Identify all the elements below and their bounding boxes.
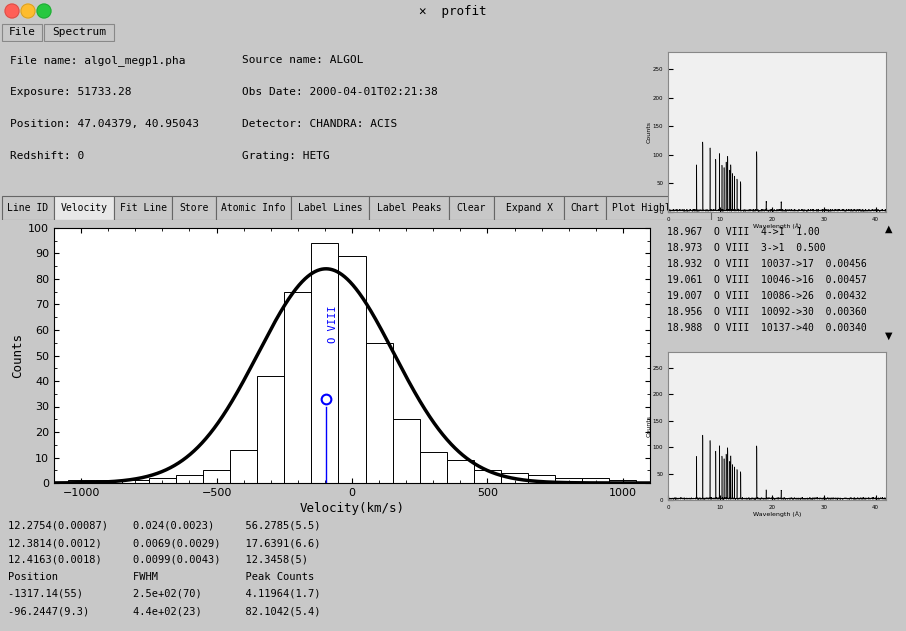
Bar <box>564 196 606 220</box>
Text: 12.3814(0.0012)     0.0069(0.0029)    17.6391(6.6): 12.3814(0.0012) 0.0069(0.0029) 17.6391(6… <box>8 538 321 548</box>
Circle shape <box>37 4 51 18</box>
Text: ▲: ▲ <box>885 224 892 233</box>
Text: 12.2754(0.00087)    0.024(0.0023)     56.2785(5.5): 12.2754(0.00087) 0.024(0.0023) 56.2785(5… <box>8 521 321 531</box>
Bar <box>257 376 284 483</box>
Text: File: File <box>8 27 35 37</box>
Circle shape <box>5 4 19 18</box>
Text: 18.973  O VIII  3->1  0.500: 18.973 O VIII 3->1 0.500 <box>667 243 825 253</box>
Bar <box>230 450 257 483</box>
Bar <box>176 475 203 483</box>
Text: 18.956  O VIII  10092->30  0.00360: 18.956 O VIII 10092->30 0.00360 <box>667 307 867 317</box>
Bar <box>365 343 392 483</box>
Bar <box>339 256 365 483</box>
Bar <box>419 452 447 483</box>
Text: 18.932  O VIII  10037->17  0.00456: 18.932 O VIII 10037->17 0.00456 <box>667 259 867 269</box>
Bar <box>44 24 114 41</box>
Text: Velocity: Velocity <box>61 203 108 213</box>
Text: Detector: CHANDRA: ACIS: Detector: CHANDRA: ACIS <box>242 119 397 129</box>
Bar <box>114 196 172 220</box>
Bar <box>447 460 474 483</box>
Bar <box>449 196 494 220</box>
Text: Label Peaks: Label Peaks <box>377 203 441 213</box>
Text: Store: Store <box>179 203 208 213</box>
Bar <box>68 480 94 483</box>
Text: Obs Date: 2000-04-01T02:21:38: Obs Date: 2000-04-01T02:21:38 <box>242 87 438 97</box>
Bar <box>528 475 555 483</box>
Bar <box>149 478 176 483</box>
Bar <box>216 196 291 220</box>
Text: Source name: ALGOL: Source name: ALGOL <box>242 55 363 65</box>
Text: Line ID: Line ID <box>7 203 49 213</box>
Bar <box>501 473 528 483</box>
Bar <box>2 24 42 41</box>
Text: 18.988  O VIII  10137->40  0.00340: 18.988 O VIII 10137->40 0.00340 <box>667 323 867 333</box>
Text: Exposure: 51733.28: Exposure: 51733.28 <box>10 87 131 97</box>
Bar <box>583 478 610 483</box>
Text: 18.967  O VIII  4->1  1.00: 18.967 O VIII 4->1 1.00 <box>667 227 820 237</box>
Y-axis label: Counts: Counts <box>646 121 651 143</box>
Text: File name: algol_megp1.pha: File name: algol_megp1.pha <box>10 55 186 66</box>
Text: O VIII: O VIII <box>328 305 338 343</box>
Text: -96.2447(9.3)       4.4e+02(23)       82.1042(5.4): -96.2447(9.3) 4.4e+02(23) 82.1042(5.4) <box>8 606 321 616</box>
Bar <box>610 480 636 483</box>
Text: -1317.14(55)        2.5e+02(70)       4.11964(1.7): -1317.14(55) 2.5e+02(70) 4.11964(1.7) <box>8 589 321 599</box>
Text: 12.4163(0.0018)     0.0099(0.0043)    12.3458(5): 12.4163(0.0018) 0.0099(0.0043) 12.3458(5… <box>8 555 308 565</box>
Bar <box>94 480 121 483</box>
Text: Position            FWHM              Peak Counts: Position FWHM Peak Counts <box>8 572 314 582</box>
Y-axis label: Counts: Counts <box>11 333 24 378</box>
Bar <box>172 196 216 220</box>
Text: Redshift: 0: Redshift: 0 <box>10 151 84 161</box>
X-axis label: Wavelength (Å): Wavelength (Å) <box>753 511 801 517</box>
X-axis label: Velocity(km/s): Velocity(km/s) <box>300 502 404 515</box>
Text: Grating: HETG: Grating: HETG <box>242 151 330 161</box>
Bar <box>291 196 369 220</box>
Text: Plot Highlighted: Plot Highlighted <box>612 203 706 213</box>
Text: Label Lines: Label Lines <box>298 203 362 213</box>
Text: Clear: Clear <box>457 203 487 213</box>
Bar <box>474 470 501 483</box>
X-axis label: Wavelength (Å): Wavelength (Å) <box>753 223 801 229</box>
Bar <box>606 196 711 220</box>
Text: ▼: ▼ <box>885 331 892 341</box>
Text: Expand X: Expand X <box>506 203 553 213</box>
Text: Fit Line: Fit Line <box>120 203 167 213</box>
Bar <box>284 292 312 483</box>
Bar <box>555 478 583 483</box>
Text: Spectrum: Spectrum <box>52 27 106 37</box>
Bar <box>121 480 149 483</box>
Bar <box>312 244 339 483</box>
Text: Atomic Info: Atomic Info <box>221 203 285 213</box>
Y-axis label: Counts: Counts <box>646 415 651 437</box>
Bar <box>203 470 230 483</box>
Bar <box>54 196 114 220</box>
Bar <box>494 196 564 220</box>
Text: Chart: Chart <box>570 203 600 213</box>
Text: ✕  profit: ✕ profit <box>419 4 487 18</box>
Bar <box>369 196 449 220</box>
Bar <box>2 196 54 220</box>
Text: 19.007  O VIII  10086->26  0.00432: 19.007 O VIII 10086->26 0.00432 <box>667 291 867 301</box>
Text: Position: 47.04379, 40.95043: Position: 47.04379, 40.95043 <box>10 119 199 129</box>
Text: 19.061  O VIII  10046->16  0.00457: 19.061 O VIII 10046->16 0.00457 <box>667 275 867 285</box>
Bar <box>392 419 419 483</box>
Circle shape <box>21 4 35 18</box>
